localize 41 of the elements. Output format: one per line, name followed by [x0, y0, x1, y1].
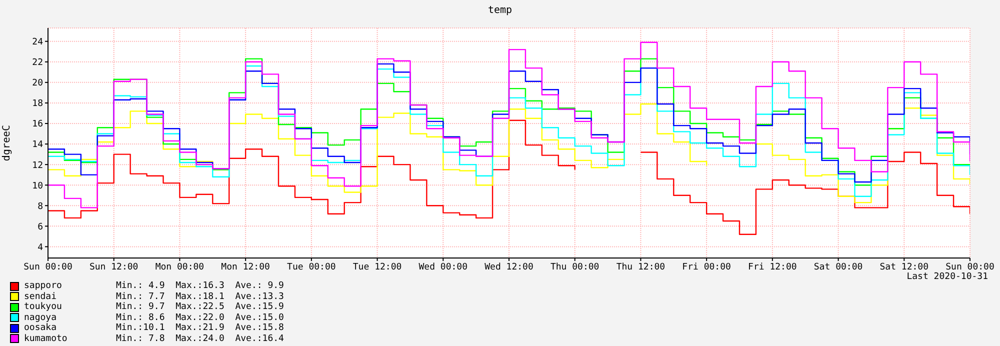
legend-label: toukyou: [24, 302, 63, 312]
legend-label: sapporo: [24, 281, 63, 292]
legend-label: nagoya: [24, 312, 58, 323]
y-axis-title: dgreeC: [2, 124, 13, 162]
y-tick-label: 22: [32, 58, 43, 68]
y-tick-label: 14: [32, 140, 43, 150]
x-tick-label: Sun 00:00: [24, 262, 72, 272]
text: Min.: 7.8 Max.:24.0 Ave.:16.4: [116, 334, 284, 344]
x-tick-label: Thu 00:00: [550, 262, 600, 272]
text: Min.: 7.7 Max.:18.1 Ave.:13.3: [116, 292, 284, 302]
x-tick-label: Mon 00:00: [155, 262, 204, 272]
legend-label: oosaka: [24, 323, 58, 334]
x-tick-label: Wed 00:00: [418, 262, 468, 272]
x-tick-label: Tue 12:00: [352, 262, 402, 272]
y-tick-label: 18: [32, 99, 43, 110]
y-tick-label: 16: [32, 120, 43, 130]
x-tick-label: Wed 12:00: [484, 262, 534, 272]
y-tick-label: 4: [38, 242, 43, 253]
legend-label: kumamoto: [24, 334, 68, 344]
x-tick-label: Fri 00:00: [682, 262, 731, 272]
y-tick-label: 20: [32, 78, 43, 89]
x-tick-label: Fri 12:00: [748, 262, 797, 272]
y-tick-label: 24: [32, 38, 43, 48]
x-tick-label: Thu 12:00: [616, 262, 666, 272]
y-tick-label: 8: [38, 202, 43, 212]
x-tick-label: Tue 00:00: [287, 262, 336, 272]
x-tick-label: Sat 12:00: [880, 262, 929, 272]
text: Last 2020-10-31: [906, 272, 988, 282]
text: Min.: 4.9 Max.:16.3 Ave.: 9.9: [116, 281, 284, 292]
text: Min.:10.1 Max.:21.9 Ave.:15.8: [116, 323, 284, 334]
x-tick-label: Sat 00:00: [814, 262, 863, 272]
legend-label: sendai: [24, 292, 58, 302]
x-tick-label: Mon 12:00: [221, 262, 270, 272]
text: Min.: 8.6 Max.:22.0 Ave.:15.0: [116, 312, 284, 323]
x-tick-label: Sun 00:00: [946, 262, 994, 272]
x-tick-label: Sun 12:00: [89, 262, 138, 272]
y-tick-label: 6: [38, 222, 43, 232]
chart-title: temp: [486, 4, 514, 18]
y-tick-label: 10: [32, 181, 43, 192]
text: Min.: 9.7 Max.:22.5 Ave.:15.9: [116, 302, 284, 312]
y-tick-label: 12: [32, 160, 43, 171]
